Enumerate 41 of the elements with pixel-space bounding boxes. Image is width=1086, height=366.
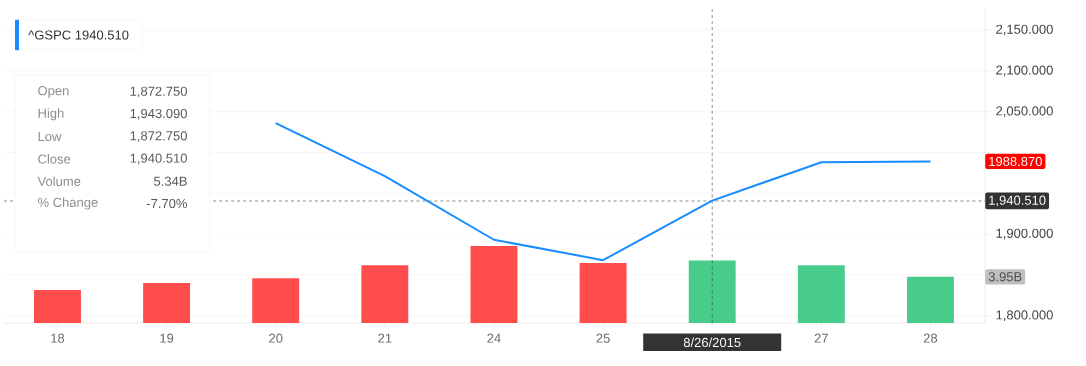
bar [906, 276, 954, 323]
legend-label: ^GSPC [28, 30, 71, 40]
y-tick-label: 1,800.000 [996, 310, 1053, 322]
x-tick-label: 25 [596, 333, 610, 343]
x-tick-label: 19 [160, 333, 174, 343]
y-tick-label: 2,100.000 [996, 65, 1053, 77]
text: 3.95B [988, 272, 1022, 282]
annotation: 5.34B [154, 176, 187, 186]
bar [34, 289, 81, 323]
annotation: % Change [38, 197, 98, 210]
bar [361, 265, 409, 323]
annotation: Volume [37, 176, 81, 186]
line-series [274, 122, 932, 262]
annotation: Close [38, 154, 71, 164]
x-tick-label: 20 [269, 333, 283, 343]
x-tick-label: 18 [51, 333, 65, 343]
annotation: 1,872.750 [130, 131, 187, 142]
x-tick-label: 24 [487, 333, 501, 343]
annotation: High [38, 108, 64, 121]
annotation: -7.70% [146, 198, 187, 209]
x-tick-label: 28 [923, 333, 938, 343]
y-tick-label: 2,150.000 [996, 24, 1053, 36]
bar [797, 265, 845, 323]
x-tick-label: 27 [814, 333, 828, 343]
annotation: Low [38, 132, 62, 142]
x-tick-label: 21 [378, 333, 392, 343]
x-tick-label: 8/26/2015 [683, 337, 741, 348]
y-tick-label: 2,050.000 [996, 106, 1053, 117]
ref-line-label: 1,940.510 [989, 195, 1046, 207]
y-tick-label: 1,900.000 [996, 228, 1053, 240]
annotation: 1,872.750 [130, 86, 187, 98]
bar [470, 245, 518, 323]
bar [143, 282, 191, 323]
annotation: 1,940.510 [130, 153, 187, 165]
annotation: 1,943.090 [130, 108, 187, 120]
annotation: Open [38, 86, 69, 98]
bar [688, 260, 736, 323]
text: 1988.870 [989, 156, 1042, 167]
bar [252, 278, 300, 323]
annotation: 1940.510 [75, 30, 129, 40]
bar [579, 262, 627, 323]
